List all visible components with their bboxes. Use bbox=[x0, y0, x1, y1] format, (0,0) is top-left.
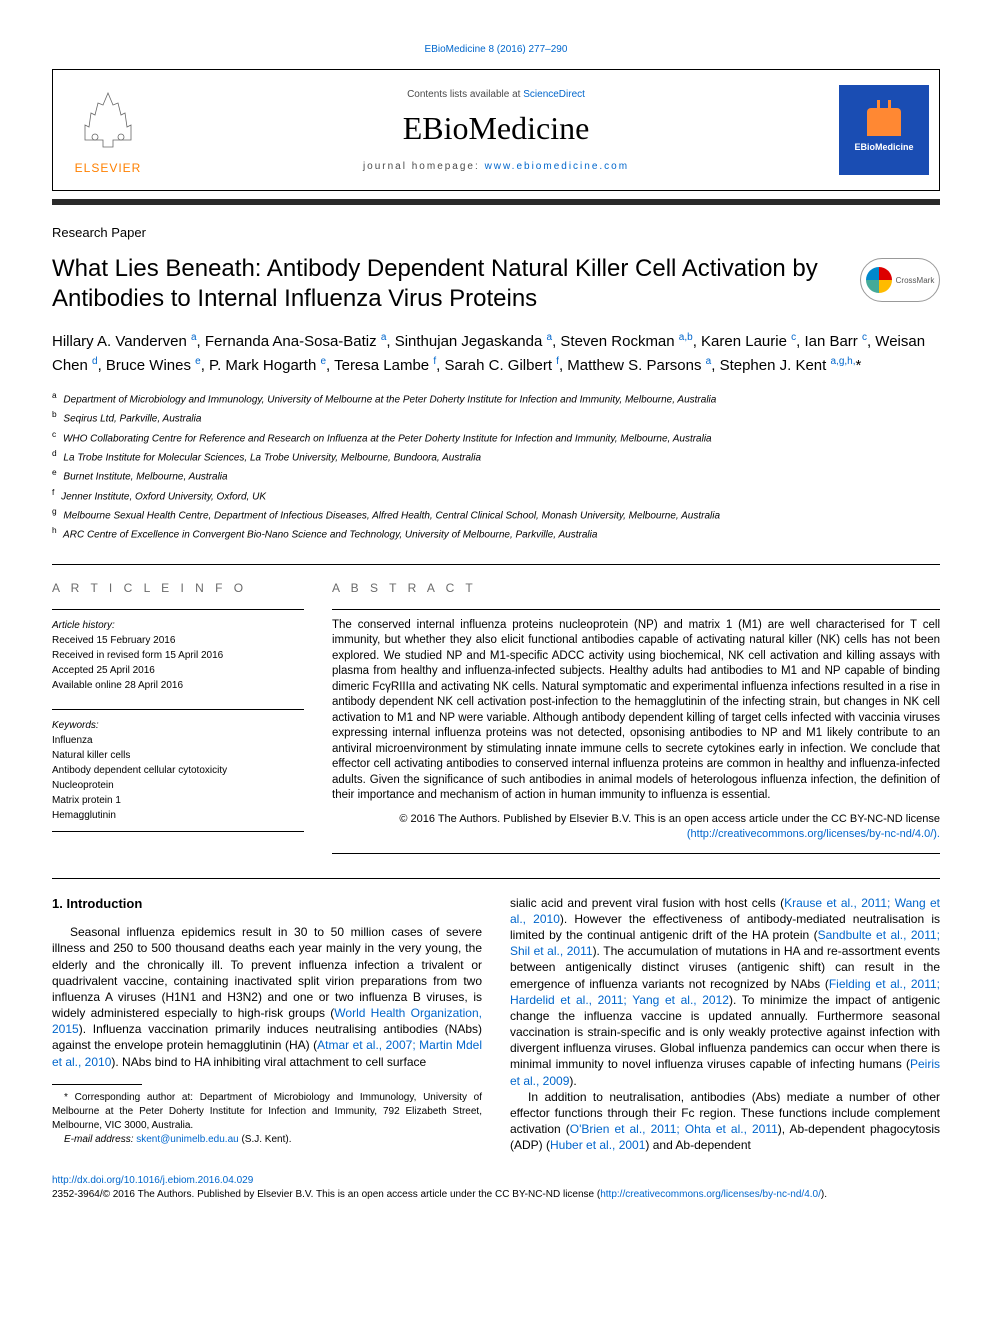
journal-cover-logo: EBioMedicine bbox=[829, 80, 939, 180]
body-paragraph: In addition to neutralisation, antibodie… bbox=[510, 1089, 940, 1154]
affiliation-item: e Burnet Institute, Melbourne, Australia bbox=[52, 466, 940, 485]
keyword-item: Influenza bbox=[52, 733, 304, 748]
elsevier-tree-icon bbox=[73, 85, 143, 155]
affiliation-item: a Department of Microbiology and Immunol… bbox=[52, 389, 940, 408]
body-column-right: sialic acid and prevent viral fusion wit… bbox=[510, 895, 940, 1154]
email-link[interactable]: skent@unimelb.edu.au bbox=[136, 1134, 238, 1145]
ref-link[interactable]: World Health Organization, 2015 bbox=[52, 1006, 482, 1036]
issn-copyright: 2352-3964/© 2016 The Authors. Published … bbox=[52, 1189, 600, 1200]
ref-link[interactable]: Krause et al., 2011; Wang et al., 2010 bbox=[510, 896, 940, 926]
corresponding-author-footnote: * Corresponding author at: Department of… bbox=[52, 1091, 482, 1133]
divider bbox=[52, 564, 940, 565]
body-paragraph: sialic acid and prevent viral fusion wit… bbox=[510, 895, 940, 1089]
crossmark-badge[interactable]: CrossMark bbox=[860, 258, 940, 302]
ref-link[interactable]: Atmar et al., 2007; Martin Mdel et al., … bbox=[52, 1038, 482, 1068]
doi-link[interactable]: http://dx.doi.org/10.1016/j.ebiom.2016.0… bbox=[52, 1175, 253, 1186]
sciencedirect-link[interactable]: ScienceDirect bbox=[523, 89, 585, 100]
history-line: Received in revised form 15 April 2016 bbox=[52, 648, 304, 663]
journal-logo-text: EBioMedicine bbox=[854, 142, 913, 152]
section-heading: 1. Introduction bbox=[52, 895, 482, 913]
elsevier-logo: ELSEVIER bbox=[53, 70, 163, 190]
history-line: Available online 28 April 2016 bbox=[52, 678, 304, 693]
affiliation-item: g Melbourne Sexual Health Centre, Depart… bbox=[52, 505, 940, 524]
body-column-left: 1. Introduction Seasonal influenza epide… bbox=[52, 895, 482, 1154]
journal-name: EBioMedicine bbox=[163, 110, 829, 147]
footnote-separator bbox=[52, 1084, 142, 1085]
affiliation-item: d La Trobe Institute for Molecular Scien… bbox=[52, 447, 940, 466]
divider bbox=[52, 831, 304, 832]
crossmark-icon bbox=[866, 267, 892, 293]
ref-link[interactable]: O'Brien et al., 2011; Ohta et al., 2011 bbox=[570, 1122, 778, 1136]
divider bbox=[52, 878, 940, 879]
copyright-block: © 2016 The Authors. Published by Elsevie… bbox=[332, 812, 940, 843]
affiliation-item: b Seqirus Ltd, Parkville, Australia bbox=[52, 408, 940, 427]
keyword-item: Matrix protein 1 bbox=[52, 793, 304, 808]
article-info-heading: A R T I C L E I N F O bbox=[52, 581, 304, 595]
article-history: Article history: Received 15 February 20… bbox=[52, 618, 304, 693]
divider bbox=[332, 609, 940, 610]
keyword-item: Hemagglutinin bbox=[52, 808, 304, 823]
keyword-item: Nucleoprotein bbox=[52, 778, 304, 793]
journal-logo-icon bbox=[867, 108, 901, 136]
affiliation-item: c WHO Collaborating Centre for Reference… bbox=[52, 428, 940, 447]
ref-link[interactable]: Sandbulte et al., 2011; Shil et al., 201… bbox=[510, 928, 940, 958]
email-footnote: E-mail address: skent@unimelb.edu.au (S.… bbox=[52, 1133, 482, 1147]
page-footer: http://dx.doi.org/10.1016/j.ebiom.2016.0… bbox=[52, 1174, 940, 1202]
divider bbox=[332, 853, 940, 854]
article-title: What Lies Beneath: Antibody Dependent Na… bbox=[52, 254, 850, 314]
header-divider bbox=[52, 199, 940, 205]
keyword-item: Natural killer cells bbox=[52, 748, 304, 763]
ref-link[interactable]: Huber et al., 2001 bbox=[550, 1138, 645, 1152]
divider bbox=[52, 709, 304, 710]
ref-link[interactable]: Peiris et al., 2009 bbox=[510, 1057, 940, 1087]
crossmark-label: CrossMark bbox=[896, 276, 935, 285]
affiliation-item: f Jenner Institute, Oxford University, O… bbox=[52, 486, 940, 505]
keywords-block: Keywords: InfluenzaNatural killer cellsA… bbox=[52, 718, 304, 823]
journal-header: ELSEVIER Contents lists available at Sci… bbox=[52, 69, 940, 191]
ref-link[interactable]: Fielding et al., 2011; Hardelid et al., … bbox=[510, 977, 940, 1007]
affiliation-item: h ARC Centre of Excellence in Convergent… bbox=[52, 524, 940, 543]
footer-license-link[interactable]: http://creativecommons.org/licenses/by-n… bbox=[600, 1189, 821, 1200]
journal-citation: EBioMedicine 8 (2016) 277–290 bbox=[52, 44, 940, 55]
body-paragraph: Seasonal influenza epidemics result in 3… bbox=[52, 924, 482, 1070]
abstract-text: The conserved internal influenza protein… bbox=[332, 618, 940, 804]
contents-available-line: Contents lists available at ScienceDirec… bbox=[163, 89, 829, 100]
affiliation-list: a Department of Microbiology and Immunol… bbox=[52, 389, 940, 544]
divider bbox=[52, 609, 304, 610]
elsevier-wordmark: ELSEVIER bbox=[75, 161, 142, 175]
keyword-item: Antibody dependent cellular cytotoxicity bbox=[52, 763, 304, 778]
history-line: Received 15 February 2016 bbox=[52, 633, 304, 648]
journal-homepage-link[interactable]: www.ebiomedicine.com bbox=[485, 161, 630, 172]
license-link[interactable]: (http://creativecommons.org/licenses/by-… bbox=[687, 828, 940, 840]
journal-homepage-line: journal homepage: www.ebiomedicine.com bbox=[163, 161, 829, 172]
article-type: Research Paper bbox=[52, 225, 940, 240]
author-list: Hillary A. Vanderven a, Fernanda Ana-Sos… bbox=[52, 330, 940, 377]
history-line: Accepted 25 April 2016 bbox=[52, 663, 304, 678]
abstract-heading: A B S T R A C T bbox=[332, 581, 940, 595]
